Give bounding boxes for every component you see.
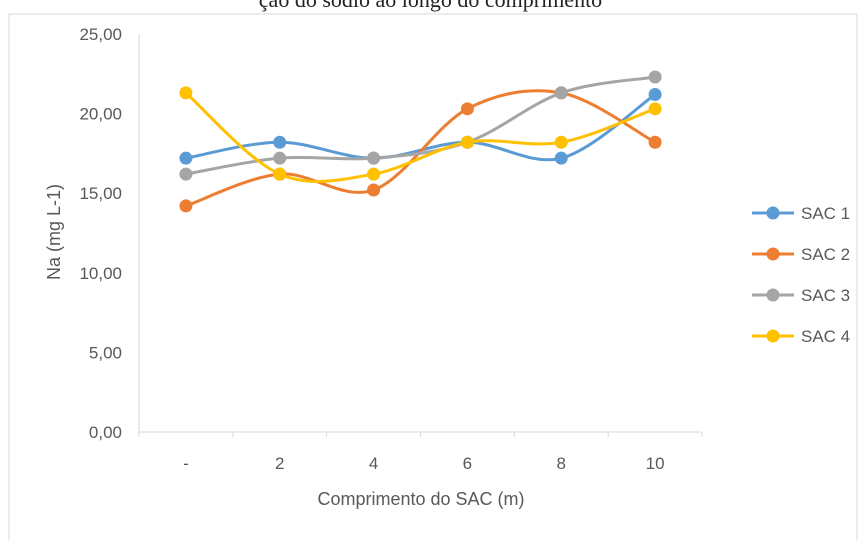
series-line xyxy=(184,92,657,162)
data-point xyxy=(554,151,568,165)
legend-marker xyxy=(766,288,780,302)
legend-item: SAC 1 xyxy=(752,204,850,223)
data-point xyxy=(179,86,193,100)
x-axis-label: Comprimento do SAC (m) xyxy=(317,489,524,509)
legend-label: SAC 3 xyxy=(801,286,850,305)
legend-label: SAC 4 xyxy=(801,327,850,346)
y-tick-label: 10,00 xyxy=(79,264,122,283)
legend-label: SAC 1 xyxy=(801,204,850,223)
series-line xyxy=(184,89,657,208)
chart-border xyxy=(8,13,858,545)
data-point xyxy=(460,102,474,116)
series-4 xyxy=(179,86,662,183)
y-tick-label: 15,00 xyxy=(79,184,122,203)
legend-marker xyxy=(766,247,780,261)
legend-item: SAC 3 xyxy=(752,286,850,305)
data-point xyxy=(179,167,193,181)
data-point xyxy=(273,151,287,165)
y-tick-label: 20,00 xyxy=(79,105,122,124)
y-tick-label: 5,00 xyxy=(89,343,122,362)
data-point xyxy=(648,87,662,101)
legend-marker xyxy=(766,206,780,220)
series-line xyxy=(184,91,657,183)
series-line xyxy=(184,75,657,176)
series-layer xyxy=(179,70,662,213)
data-point xyxy=(367,151,381,165)
x-tick-label: 4 xyxy=(369,454,378,473)
data-point xyxy=(460,135,474,149)
legend-item: SAC 2 xyxy=(752,245,850,264)
x-tick-label: 2 xyxy=(275,454,284,473)
data-point xyxy=(554,135,568,149)
y-axis-label: Na (mg L-1) xyxy=(44,184,64,280)
data-point xyxy=(273,167,287,181)
data-point xyxy=(367,183,381,197)
cut-off-caption: ção do sódio ao longo do comprimento xyxy=(0,0,861,13)
data-point xyxy=(179,199,193,213)
x-tick-label: 10 xyxy=(646,454,665,473)
series-2 xyxy=(179,86,662,213)
data-point xyxy=(648,70,662,84)
data-point xyxy=(273,135,287,149)
legend: SAC 1 SAC 2 SAC 3 SAC 4 xyxy=(752,204,850,346)
legend-item: SAC 4 xyxy=(752,327,850,346)
x-tick-label: 6 xyxy=(463,454,472,473)
data-point xyxy=(554,86,568,100)
y-tick-label: 0,00 xyxy=(89,423,122,442)
x-tick-label: 8 xyxy=(557,454,566,473)
axes: 0,00 5,00 10,00 15,00 20,00 25,00 - 2 4 6 8 10 xyxy=(79,25,703,473)
legend-label: SAC 2 xyxy=(801,245,850,264)
data-point xyxy=(179,151,193,165)
y-tick-label: 25,00 xyxy=(79,25,122,44)
data-point xyxy=(648,135,662,149)
x-tick-label: - xyxy=(183,454,189,473)
data-point xyxy=(648,102,662,116)
series-3 xyxy=(179,70,662,181)
legend-marker xyxy=(766,329,780,343)
data-point xyxy=(367,167,381,181)
